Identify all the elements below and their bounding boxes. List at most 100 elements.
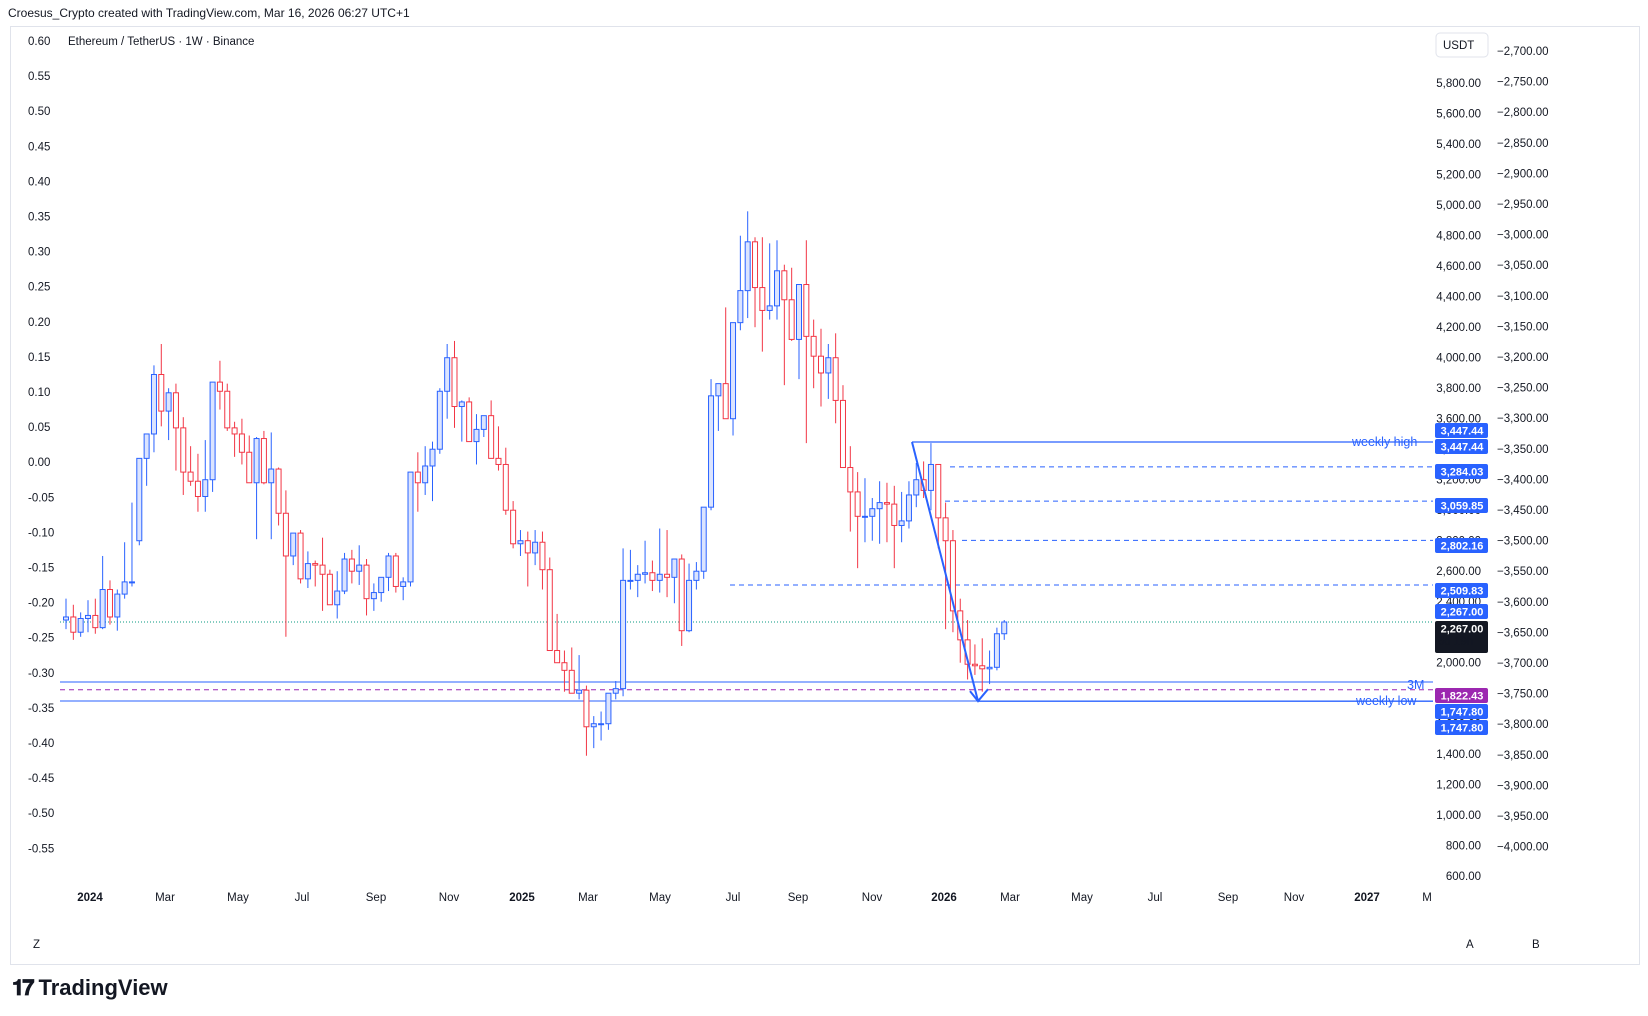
weekly-high-label: weekly high <box>1351 435 1417 449</box>
candle-body <box>510 509 517 545</box>
candle-body <box>810 335 817 357</box>
candle-body <box>378 576 385 594</box>
log-scale-button[interactable]: B <box>1532 939 1540 951</box>
time-axis-tick: May <box>1071 892 1093 904</box>
price-axis-tick: 5,200.00 <box>1436 170 1481 182</box>
candle-body <box>385 555 392 578</box>
candle-body <box>935 463 942 519</box>
left-axis-tick: 0.15 <box>28 352 50 364</box>
price-tag-label: 2,509.83 <box>1441 586 1484 598</box>
candle-body <box>238 433 245 453</box>
candle-body <box>561 662 568 671</box>
candle-body <box>194 480 201 497</box>
time-axis[interactable]: 2024 Mar May Jul Sep Nov 2025 Mar May Jul Sep Nov 20… <box>77 892 1432 904</box>
candle-body <box>260 438 267 484</box>
price-axis-tick: 4,000.00 <box>1436 353 1481 365</box>
price-tag-label: 3,447.44 <box>1441 442 1485 454</box>
left-axis-tick: -0.40 <box>28 738 54 750</box>
time-axis-tick: Nov <box>862 892 883 904</box>
symbol-title: Ethereum / TetherUS · 1W · Binance <box>68 36 254 48</box>
candle-body <box>971 663 978 667</box>
price-tag <box>1435 439 1488 454</box>
chart-caption: Croesus_Crypto created with TradingView.… <box>8 6 410 20</box>
candle-body <box>341 558 348 592</box>
price-axis-tick: 2,600.00 <box>1436 566 1481 578</box>
candle-body <box>664 573 671 578</box>
candle-body <box>524 540 531 554</box>
left-axis-tick: 0.30 <box>28 247 50 259</box>
candle-body <box>99 589 106 629</box>
price-axis[interactable]: 5,800.00 5,600.00 5,400.00 5,200.00 5,000.00… <box>1436 78 1481 883</box>
left-axis-tick: 0.25 <box>28 282 50 294</box>
candle-body <box>348 558 355 572</box>
price-tag <box>1435 688 1488 703</box>
candle-body <box>70 616 77 633</box>
candle-body <box>436 390 443 450</box>
right-axis-tick: −3,850.00 <box>1497 750 1548 762</box>
candle-body <box>817 355 824 374</box>
left-bottom-button[interactable]: Z <box>33 939 40 951</box>
candle-body <box>275 468 282 514</box>
candle-body <box>224 390 231 429</box>
auto-scale-button[interactable]: A <box>1466 939 1474 951</box>
candle-body <box>407 471 414 583</box>
candle-body <box>671 558 678 578</box>
candle-body <box>392 555 399 587</box>
right-axis[interactable]: −2,700.00 −2,750.00 −2,800.00 −2,850.00 −2,9… <box>1497 46 1548 854</box>
price-axis-tick: 3,600.00 <box>1436 414 1481 426</box>
time-axis-tick: 2025 <box>509 892 535 904</box>
candle-body <box>282 512 289 557</box>
candle-body <box>737 290 744 324</box>
candle-body <box>598 723 605 726</box>
candle-body <box>63 616 69 621</box>
candle-body <box>803 284 810 337</box>
time-axis-tick: Nov <box>439 892 460 904</box>
left-axis-tick: -0.10 <box>28 527 54 539</box>
candle-body <box>642 572 649 575</box>
candle-body <box>304 563 311 580</box>
candle-body <box>334 590 341 606</box>
candle-body <box>480 415 487 430</box>
price-tag-label: 1,747.80 <box>1441 707 1484 719</box>
candle-body <box>744 241 751 292</box>
time-axis-tick: Mar <box>155 892 175 904</box>
candle-body <box>861 515 868 518</box>
candle-body <box>949 540 956 612</box>
right-axis-tick: −3,100.00 <box>1497 291 1548 303</box>
left-axis-tick: 0.50 <box>28 106 50 118</box>
candle-body <box>979 665 986 670</box>
candlestick-chart[interactable]: 0.60 0.55 0.50 0.45 0.40 0.35 0.30 0.25 0.20 0.15… <box>0 0 1648 975</box>
candle-body <box>451 357 458 408</box>
candle-body <box>986 666 993 670</box>
right-axis-tick: −2,750.00 <box>1497 77 1548 89</box>
left-axis-tick: 0.60 <box>28 36 50 48</box>
tradingview-brand[interactable]: 𝟏𝟕 TradingView <box>12 975 168 1001</box>
left-axis-tick: -0.05 <box>28 492 54 504</box>
candle-body <box>883 502 890 505</box>
time-axis-tick: Sep <box>366 892 386 904</box>
candle-body <box>620 579 627 690</box>
candle-body <box>268 468 275 484</box>
candle-body <box>466 401 473 443</box>
left-axis-tick: -0.35 <box>28 703 54 715</box>
candle-body <box>634 573 641 581</box>
currency-label: USDT <box>1443 40 1474 52</box>
price-axis-tick: 5,000.00 <box>1436 200 1481 212</box>
chart-frame <box>10 26 1640 965</box>
time-axis-tick: Jul <box>1148 892 1163 904</box>
left-axis-tick: -0.15 <box>28 563 54 575</box>
candle-body <box>708 395 715 508</box>
price-axis-tick: 1,400.00 <box>1436 749 1481 761</box>
weekly-low-label: weekly low <box>1355 694 1417 708</box>
candle-body <box>400 581 407 587</box>
left-axis-tick: 0.40 <box>28 176 50 188</box>
candle-body <box>927 463 934 491</box>
price-tag <box>1435 604 1488 619</box>
time-axis-tick: Mar <box>1000 892 1020 904</box>
candle-body <box>370 592 377 600</box>
candle-body <box>488 415 495 459</box>
candle-body <box>576 689 583 694</box>
currency-badge[interactable] <box>1435 32 1489 58</box>
time-axis-tick: Jul <box>726 892 741 904</box>
price-tag-label: 1,822.43 <box>1441 691 1484 703</box>
